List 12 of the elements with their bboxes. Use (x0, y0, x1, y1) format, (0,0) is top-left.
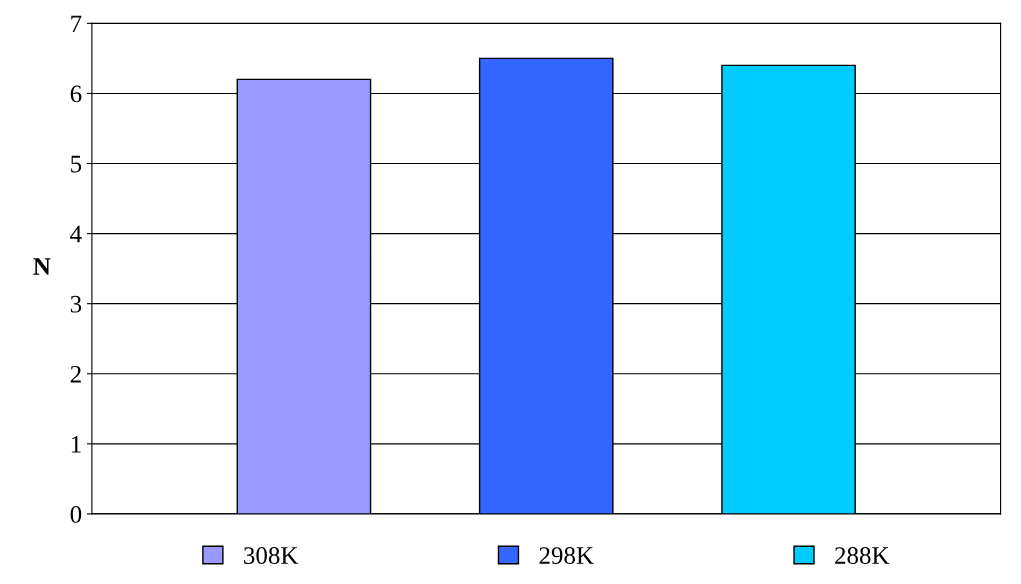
y-tick-label: 4 (70, 225, 82, 243)
y-tick-label: 1 (71, 436, 81, 453)
legend-label: 298K (539, 547, 594, 564)
y-tick-label: 0 (70, 505, 82, 523)
legend-label: 308K (244, 547, 299, 564)
y-tick-label: 7 (71, 15, 82, 33)
y-tick-label: 3 (70, 295, 82, 313)
legend-label: 288K (835, 547, 890, 564)
y-tick-label: 6 (70, 85, 82, 103)
y-axis-title: N (33, 258, 51, 275)
y-tick-label: 5 (71, 155, 82, 173)
y-tick-label: 2 (70, 365, 81, 383)
